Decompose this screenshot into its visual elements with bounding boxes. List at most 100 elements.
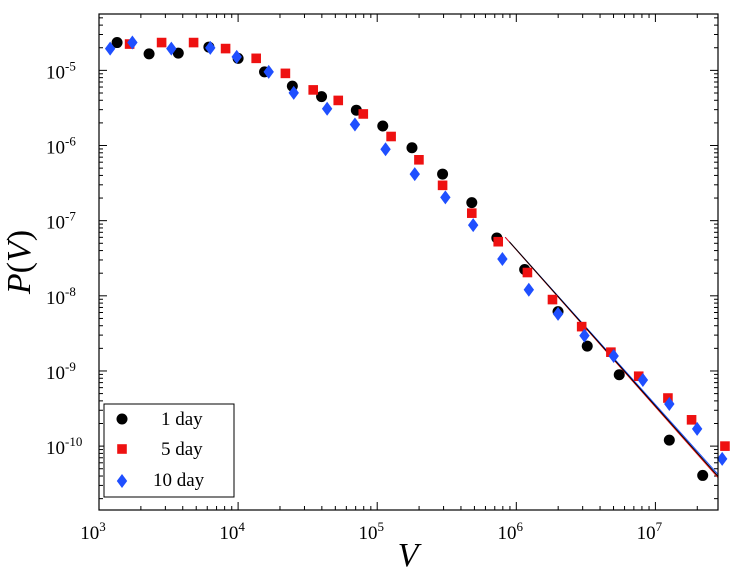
point-s2-10 bbox=[409, 167, 420, 182]
point-s2-13 bbox=[497, 251, 508, 266]
point-s1-5 bbox=[280, 68, 291, 79]
legend-label-1day: 1 day bbox=[161, 409, 203, 430]
point-s2-9 bbox=[380, 142, 391, 157]
point-s0-11 bbox=[437, 168, 449, 180]
point-s2-6 bbox=[288, 85, 299, 100]
x-tick-base-0: 10 bbox=[80, 523, 99, 544]
x-tick-labels: 103 104 105 106 107 bbox=[80, 519, 662, 544]
y-tick-exp-4: -9 bbox=[65, 359, 76, 374]
x-tick-base-2: 10 bbox=[358, 523, 377, 544]
x-tick-exp-4: 7 bbox=[656, 519, 663, 534]
point-s1-19 bbox=[663, 393, 673, 403]
x-tick-label-4: 107 bbox=[637, 519, 663, 544]
fit-lines bbox=[504, 236, 718, 479]
point-s0-0 bbox=[111, 37, 123, 49]
point-s1-21 bbox=[720, 441, 730, 451]
point-s0-1 bbox=[143, 48, 155, 60]
point-s0-12 bbox=[466, 197, 478, 209]
y-tick-label-0: 10-5 bbox=[46, 58, 76, 83]
point-s2-18 bbox=[637, 372, 649, 387]
y-tick-base-1: 10 bbox=[46, 138, 65, 159]
x-axis-label: V bbox=[398, 537, 423, 572]
point-s1-15 bbox=[547, 294, 558, 305]
y-tick-exp-3: -8 bbox=[65, 284, 76, 299]
point-s1-9 bbox=[386, 131, 396, 142]
x-tick-label-2: 105 bbox=[358, 519, 384, 544]
y-tick-base-4: 10 bbox=[46, 363, 65, 384]
x-tick-label-3: 106 bbox=[498, 519, 524, 544]
data-points bbox=[104, 35, 730, 481]
x-tick-exp-0: 3 bbox=[99, 519, 106, 534]
y-tick-label-1: 10-6 bbox=[46, 134, 76, 159]
legend-marker-2 bbox=[116, 474, 128, 488]
point-s2-2 bbox=[166, 41, 177, 56]
point-s1-14 bbox=[522, 267, 533, 278]
x-tick-exp-3: 6 bbox=[517, 519, 524, 534]
point-s1-13 bbox=[493, 236, 504, 247]
y-tick-label-2: 10-7 bbox=[46, 209, 76, 234]
point-s0-19 bbox=[697, 469, 709, 481]
y-tick-base-3: 10 bbox=[46, 288, 65, 309]
point-s1-6 bbox=[308, 85, 319, 95]
point-s2-8 bbox=[349, 117, 361, 132]
point-s2-15 bbox=[552, 306, 564, 321]
y-tick-labels: 10-510-610-710-810-910-10 bbox=[46, 58, 82, 459]
y-axis-label-open: ( bbox=[1, 262, 38, 273]
y-tick-label-4: 10-9 bbox=[46, 359, 76, 384]
x-tick-base-1: 10 bbox=[219, 523, 238, 544]
point-s2-19 bbox=[664, 397, 675, 412]
point-s1-20 bbox=[686, 415, 697, 425]
y-axis-label-func: P bbox=[1, 273, 38, 295]
point-s1-4 bbox=[251, 53, 261, 64]
legend-label-10day: 10 day bbox=[153, 470, 205, 491]
point-s1-1 bbox=[156, 37, 167, 48]
point-s2-12 bbox=[467, 218, 479, 233]
x-tick-exp-2: 5 bbox=[377, 519, 384, 534]
point-s0-17 bbox=[613, 369, 625, 381]
point-s1-17 bbox=[606, 347, 616, 357]
point-s0-2 bbox=[172, 47, 184, 59]
point-s2-14 bbox=[523, 282, 535, 297]
legend-marker-1 bbox=[117, 444, 127, 454]
y-tick-exp-5: -10 bbox=[65, 434, 82, 449]
point-s2-5 bbox=[263, 64, 274, 79]
point-s2-21 bbox=[716, 451, 728, 466]
point-s1-3 bbox=[220, 43, 231, 54]
y-tick-exp-1: -6 bbox=[65, 134, 76, 149]
x-tick-base-3: 10 bbox=[498, 523, 517, 544]
y-axis-label: P(V) bbox=[1, 230, 38, 295]
y-tick-base-0: 10 bbox=[46, 62, 65, 83]
point-s2-1 bbox=[127, 35, 138, 50]
y-tick-base-5: 10 bbox=[46, 438, 65, 459]
point-s2-4 bbox=[231, 49, 242, 64]
point-s1-10 bbox=[414, 154, 424, 165]
legend-marker-0 bbox=[116, 413, 128, 425]
point-s2-16 bbox=[579, 328, 590, 343]
y-tick-exp-0: -5 bbox=[65, 58, 76, 73]
y-tick-label-5: 10-10 bbox=[46, 434, 82, 459]
y-tick-label-3: 10-8 bbox=[46, 284, 76, 309]
point-s1-12 bbox=[466, 208, 477, 218]
point-s0-7 bbox=[316, 91, 328, 103]
point-s2-0 bbox=[104, 41, 116, 56]
y-tick-exp-2: -7 bbox=[65, 209, 76, 224]
x-tick-label-0: 103 bbox=[80, 519, 106, 544]
plot-frame bbox=[98, 13, 719, 511]
point-s1-18 bbox=[633, 371, 644, 382]
point-s1-8 bbox=[358, 109, 369, 119]
legend: 1 day 5 day 10 day bbox=[103, 403, 235, 498]
point-s2-20 bbox=[691, 421, 703, 436]
y-tick-base-2: 10 bbox=[46, 213, 65, 234]
x-tick-label-1: 104 bbox=[219, 519, 245, 544]
point-s2-7 bbox=[321, 101, 333, 116]
point-s0-9 bbox=[377, 120, 389, 132]
ticks-layer bbox=[98, 14, 718, 510]
legend-label-5day: 5 day bbox=[161, 439, 203, 460]
fit-line-0 bbox=[508, 241, 718, 478]
legend-markers bbox=[116, 413, 128, 488]
x-tick-base-4: 10 bbox=[637, 523, 656, 544]
point-s0-18 bbox=[663, 434, 675, 446]
point-s0-16 bbox=[581, 340, 593, 352]
y-axis-label-close: ) bbox=[1, 230, 38, 241]
